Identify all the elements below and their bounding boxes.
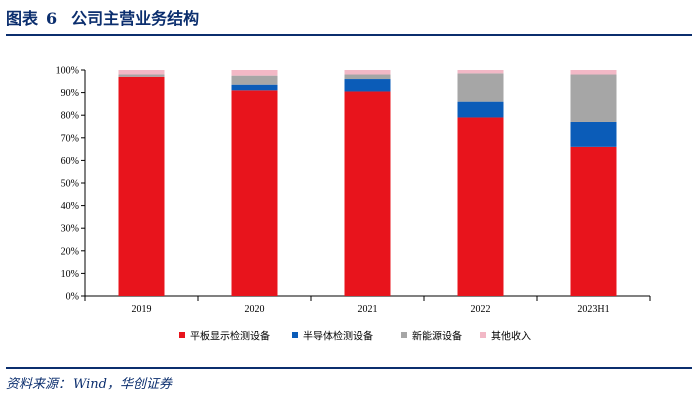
y-tick-label: 30%	[61, 224, 79, 235]
y-tick-label: 90%	[61, 88, 79, 99]
legend-swatch	[292, 332, 298, 338]
bar-segment	[118, 74, 165, 77]
bar-segment	[457, 101, 504, 118]
legend-swatch	[179, 332, 185, 338]
legend-label: 其他收入	[491, 330, 531, 343]
bar-segment	[570, 146, 617, 296]
bar-segment	[570, 70, 617, 75]
y-tick-label: 10%	[61, 269, 79, 280]
x-tick-label: 2019	[132, 304, 152, 315]
bar-segment	[231, 75, 278, 85]
bar-segment	[570, 121, 617, 147]
bar-segment	[231, 70, 278, 76]
figure-title: 图表 6 公司主营业务结构	[6, 4, 199, 34]
x-tick-label: 2023H1	[577, 304, 609, 315]
y-tick-label: 60%	[61, 156, 79, 167]
legend: 平板显示检测设备 半导体检测设备 新能源设备 其他收入	[179, 330, 531, 343]
bar-segment	[570, 74, 617, 122]
source-text: Wind，华创证券	[73, 377, 173, 392]
bar-segment	[231, 84, 278, 91]
source-label: 资料来源：	[6, 377, 72, 392]
y-tick-label: 100%	[56, 66, 79, 77]
bar-segment	[344, 70, 391, 75]
figure-number: 6	[46, 9, 58, 28]
bar-segment	[118, 70, 165, 75]
legend-label: 新能源设备	[412, 330, 462, 343]
legend-swatch	[401, 332, 407, 338]
y-tick-label: 20%	[61, 246, 79, 257]
y-tick-label: 50%	[61, 179, 79, 190]
source-note: 资料来源： Wind，华创证券	[6, 373, 174, 392]
legend-swatch	[480, 332, 486, 338]
legend-label: 平板显示检测设备	[190, 330, 270, 343]
x-tick-label: 2020	[245, 304, 265, 315]
y-tick-label: 0%	[66, 292, 79, 303]
bar-segment	[457, 73, 504, 102]
title-divider	[6, 34, 692, 36]
bar-segment	[344, 91, 391, 296]
x-tick-label: 2021	[358, 304, 378, 315]
source-divider	[6, 367, 692, 369]
y-tick-label: 40%	[61, 201, 79, 212]
bar-segment	[457, 70, 504, 74]
bar-segment	[457, 117, 504, 297]
legend-label: 半导体检测设备	[303, 330, 373, 343]
y-tick-label: 70%	[61, 133, 79, 144]
bar-segment	[231, 90, 278, 296]
bar-segment	[344, 74, 391, 80]
y-tick-label: 80%	[61, 111, 79, 122]
bar-segment	[344, 79, 391, 92]
bar-segment	[118, 76, 165, 296]
x-tick-label: 2022	[471, 304, 491, 315]
figure-label: 图表	[6, 9, 39, 28]
bars-group	[118, 70, 617, 297]
chart-title: 公司主营业务结构	[71, 9, 200, 28]
